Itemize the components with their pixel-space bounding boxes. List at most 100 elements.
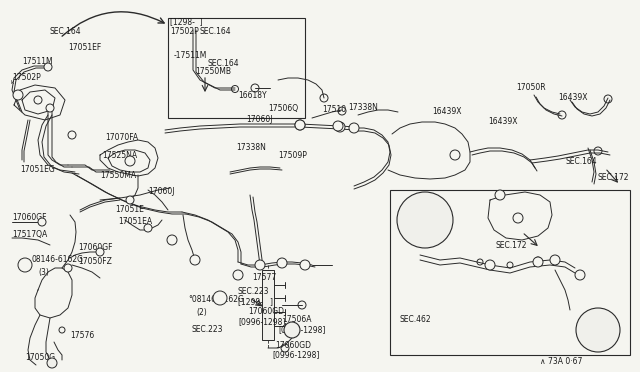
- Text: 17338N: 17338N: [236, 144, 266, 153]
- Text: 17577: 17577: [252, 273, 276, 282]
- Text: i: i: [517, 215, 519, 221]
- Text: ∧ 73A 0·67: ∧ 73A 0·67: [540, 357, 582, 366]
- Text: u: u: [488, 263, 492, 267]
- Text: j: j: [304, 263, 306, 267]
- Text: SEC.172: SEC.172: [598, 173, 630, 183]
- Text: k: k: [17, 93, 20, 97]
- Text: w: w: [338, 125, 342, 129]
- Circle shape: [47, 358, 57, 368]
- Circle shape: [144, 224, 152, 232]
- Circle shape: [125, 156, 135, 166]
- Text: 17060GF: 17060GF: [78, 244, 113, 253]
- Text: 16618Y: 16618Y: [238, 90, 267, 99]
- Text: 17338N: 17338N: [348, 103, 378, 112]
- Text: [0996-1298]: [0996-1298]: [278, 326, 325, 334]
- Text: 17506Q: 17506Q: [268, 103, 298, 112]
- Circle shape: [13, 90, 23, 100]
- Text: 17050R: 17050R: [516, 83, 546, 93]
- Circle shape: [576, 308, 620, 352]
- Circle shape: [96, 248, 104, 256]
- Circle shape: [397, 192, 453, 248]
- Text: 17576: 17576: [70, 330, 94, 340]
- Text: 17060J: 17060J: [246, 115, 273, 125]
- Text: 17051EG: 17051EG: [20, 166, 55, 174]
- Text: 17517QA: 17517QA: [12, 231, 47, 240]
- Bar: [390, 190, 630, 355]
- Text: [1298-   ]: [1298- ]: [238, 298, 273, 307]
- Circle shape: [333, 121, 343, 131]
- Text: SEC.164: SEC.164: [565, 157, 596, 167]
- Text: °08146-6162G: °08146-6162G: [188, 295, 244, 305]
- Circle shape: [575, 270, 585, 280]
- Circle shape: [550, 255, 560, 265]
- Text: 17050FZ: 17050FZ: [78, 257, 112, 266]
- Text: e: e: [280, 260, 284, 266]
- Circle shape: [38, 218, 46, 226]
- Text: l: l: [129, 158, 131, 164]
- Circle shape: [190, 255, 200, 265]
- Text: 17051EF: 17051EF: [68, 44, 101, 52]
- Text: b: b: [193, 257, 196, 263]
- Text: SEC.164: SEC.164: [50, 28, 82, 36]
- Circle shape: [349, 123, 359, 133]
- Text: 17051EA: 17051EA: [118, 218, 152, 227]
- Circle shape: [126, 196, 134, 204]
- Text: 17060J: 17060J: [148, 187, 175, 196]
- Circle shape: [513, 213, 523, 223]
- Bar: [168, 18, 305, 118]
- Text: SEC.223: SEC.223: [192, 326, 223, 334]
- Circle shape: [233, 270, 243, 280]
- Text: B: B: [218, 295, 222, 301]
- Circle shape: [34, 96, 42, 104]
- Circle shape: [68, 131, 76, 139]
- Circle shape: [495, 190, 505, 200]
- Circle shape: [213, 291, 227, 305]
- Text: 17502P: 17502P: [12, 74, 41, 83]
- Text: t: t: [554, 257, 556, 263]
- Circle shape: [450, 150, 460, 160]
- Text: SEC.164: SEC.164: [200, 28, 232, 36]
- Text: 16439X: 16439X: [488, 118, 518, 126]
- Text: 17060GD: 17060GD: [248, 308, 284, 317]
- Circle shape: [167, 235, 177, 245]
- Text: 17050G: 17050G: [25, 353, 55, 362]
- Text: (2): (2): [196, 308, 207, 317]
- Text: 17550MA: 17550MA: [100, 170, 136, 180]
- Circle shape: [295, 120, 305, 130]
- Text: d: d: [236, 273, 240, 278]
- Text: z: z: [499, 192, 501, 198]
- Text: [0996-1298]: [0996-1298]: [272, 350, 319, 359]
- Text: s: s: [579, 273, 581, 278]
- Text: 17511M: 17511M: [22, 58, 52, 67]
- Text: f: f: [299, 122, 301, 128]
- Text: 17506A: 17506A: [282, 315, 312, 324]
- Text: 16439X: 16439X: [432, 108, 461, 116]
- Text: h: h: [453, 153, 457, 157]
- Circle shape: [300, 260, 310, 270]
- Text: 17060GF: 17060GF: [12, 214, 47, 222]
- Text: k: k: [10, 80, 13, 84]
- Circle shape: [533, 257, 543, 267]
- Text: (3): (3): [38, 267, 49, 276]
- Text: SEC.462: SEC.462: [400, 315, 431, 324]
- Text: SEC.164: SEC.164: [208, 60, 239, 68]
- Circle shape: [64, 264, 72, 272]
- Text: 08146-6162G: 08146-6162G: [32, 256, 84, 264]
- Text: SEC.223: SEC.223: [238, 288, 269, 296]
- Circle shape: [44, 63, 52, 71]
- Text: 16439X: 16439X: [558, 93, 588, 103]
- Text: [1298-  ]: [1298- ]: [170, 17, 203, 26]
- Text: a: a: [170, 237, 173, 243]
- Circle shape: [46, 104, 54, 112]
- Circle shape: [335, 122, 345, 132]
- Text: 17510: 17510: [322, 106, 346, 115]
- Circle shape: [255, 260, 265, 270]
- Text: f: f: [299, 122, 301, 128]
- Circle shape: [277, 258, 287, 268]
- Text: 17525NA: 17525NA: [102, 151, 137, 160]
- Text: j: j: [353, 125, 355, 131]
- Text: [0996-1298]: [0996-1298]: [238, 317, 285, 327]
- Text: SEC.172: SEC.172: [495, 241, 527, 250]
- Text: 17509P: 17509P: [278, 151, 307, 160]
- Text: 17060GD: 17060GD: [275, 340, 311, 350]
